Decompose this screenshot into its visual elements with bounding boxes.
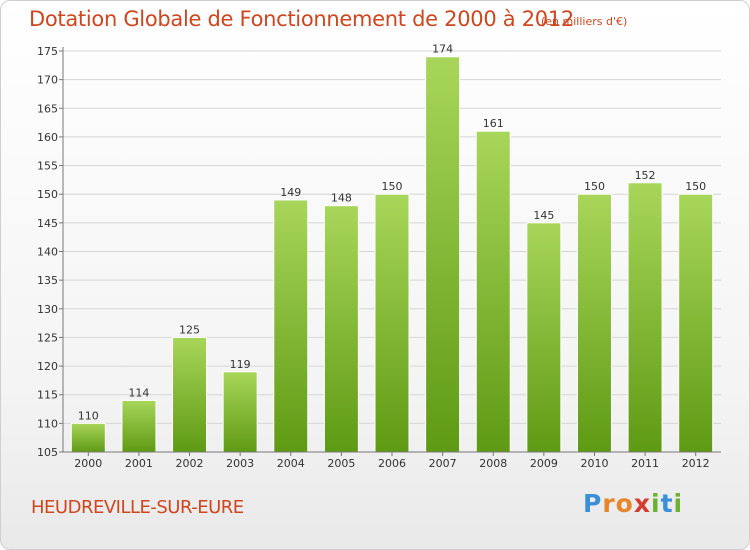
logo-letter: r	[602, 489, 616, 518]
x-tick-label: 2003	[226, 457, 254, 470]
y-tick-label: 155	[37, 160, 58, 173]
y-tick-label: 170	[37, 74, 58, 87]
y-tick-label: 165	[37, 102, 58, 115]
x-tick-label: 2011	[631, 457, 659, 470]
y-tick-label: 160	[37, 131, 58, 144]
y-tick-label: 135	[37, 274, 58, 287]
x-tick-label: 2006	[378, 457, 406, 470]
x-tick-label: 2002	[176, 457, 204, 470]
y-tick-label: 105	[37, 446, 58, 459]
x-tick-label: 2005	[327, 457, 355, 470]
logo-letter: x	[633, 489, 651, 518]
x-tick-label: 2004	[277, 457, 305, 470]
x-tick-label: 2008	[479, 457, 507, 470]
data-label: 150	[685, 180, 706, 193]
bar	[222, 371, 258, 453]
x-tick-label: 2010	[580, 457, 608, 470]
bar	[374, 193, 410, 453]
bar	[627, 182, 663, 453]
logo-letter: o	[615, 489, 634, 518]
data-label: 145	[533, 209, 554, 222]
bar	[273, 199, 309, 453]
logo-letter: i	[673, 489, 684, 518]
bar	[172, 336, 208, 453]
bar	[70, 422, 106, 453]
bar	[323, 205, 359, 453]
chart-title: Dotation Globale de Fonctionnement de 20…	[29, 7, 574, 31]
data-label: 149	[280, 186, 301, 199]
data-label: 161	[483, 117, 504, 130]
commune-name: HEUDREVILLE-SUR-EURE	[31, 497, 244, 518]
y-tick-label: 120	[37, 360, 58, 373]
x-tick-label: 2012	[682, 457, 710, 470]
y-tick-label: 110	[37, 417, 58, 430]
y-tick-label: 115	[37, 389, 58, 402]
y-tick-label: 145	[37, 217, 58, 230]
y-tick-label: 175	[37, 45, 58, 58]
axes: 105 110 115 120 125 130 135 140 145 150 155 160 165 1…	[37, 45, 721, 470]
x-tick-label: 2009	[530, 457, 558, 470]
proxiti-logo: Proxiti	[583, 489, 683, 518]
bars	[70, 56, 714, 453]
x-tick-label: 2007	[429, 457, 457, 470]
bar	[576, 193, 612, 453]
data-label: 150	[584, 180, 605, 193]
x-tick-label: 2001	[125, 457, 153, 470]
data-label: 174	[432, 43, 453, 56]
y-tick-label: 130	[37, 303, 58, 316]
y-tick-label: 140	[37, 246, 58, 259]
bar	[678, 193, 714, 453]
data-label: 152	[635, 169, 656, 182]
bar	[425, 56, 461, 453]
bar	[475, 130, 511, 453]
data-label: 148	[331, 192, 352, 205]
x-tick-label: 2000	[74, 457, 102, 470]
data-label: 125	[179, 323, 200, 336]
data-label: 114	[128, 386, 149, 399]
y-tick-label: 125	[37, 331, 58, 344]
bar	[526, 222, 562, 453]
data-label: 150	[382, 180, 403, 193]
bar	[121, 399, 157, 453]
logo-letter: i	[651, 489, 661, 518]
logo-letter: t	[660, 489, 674, 518]
chart-subtitle: (en milliers d'€)	[541, 15, 628, 28]
data-label: 110	[78, 409, 99, 422]
data-labels: 110 114 125 119 149 148 150 174 161 145 150 152 150	[78, 43, 706, 423]
data-label: 119	[230, 358, 251, 371]
y-tick-label: 150	[37, 188, 58, 201]
logo-letter: P	[583, 489, 603, 518]
